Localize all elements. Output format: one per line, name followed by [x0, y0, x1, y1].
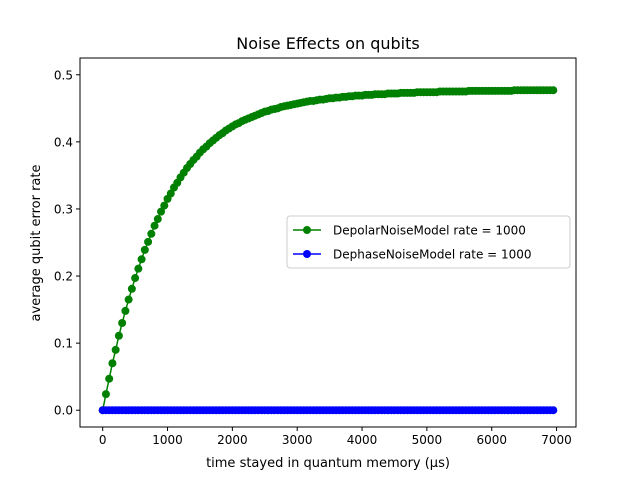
- data-point: [160, 201, 169, 210]
- data-point: [150, 221, 159, 230]
- x-tick-label: 1000: [152, 433, 183, 447]
- data-point: [127, 284, 136, 293]
- data-point: [124, 295, 133, 304]
- y-axis: 0.0 0.1 0.2 0.3 0.4 0.5: [54, 68, 80, 418]
- x-tick-label: 0: [99, 433, 107, 447]
- data-point: [549, 86, 558, 95]
- legend-box: [286, 215, 571, 269]
- axes-frame: [79, 57, 577, 428]
- data-point: [134, 264, 143, 273]
- y-tick-label: 0.1: [54, 337, 73, 351]
- data-point: [166, 189, 175, 198]
- series-1: [98, 86, 558, 415]
- data-point: [108, 359, 117, 368]
- data-point: [111, 345, 120, 354]
- legend-label: DephaseNoiseModel rate = 1000: [333, 248, 532, 262]
- y-axis-label: average qubit error rate: [29, 165, 44, 322]
- x-tick-label: 6000: [476, 433, 507, 447]
- legend: DepolarNoiseModel rate = 1000 DephaseNois…: [286, 215, 571, 269]
- y-tick-label: 0.3: [54, 202, 73, 216]
- legend-marker: [303, 250, 311, 258]
- x-tick-label: 7000: [541, 433, 572, 447]
- x-tick-label: 4000: [347, 433, 378, 447]
- data-point: [118, 319, 127, 328]
- data-point: [131, 274, 140, 283]
- data-point: [144, 237, 153, 246]
- data-point: [147, 229, 156, 238]
- y-tick-label: 0.0: [54, 404, 73, 418]
- data-point: [114, 331, 123, 340]
- data-point: [140, 245, 149, 254]
- x-axis-label: time stayed in quantum memory (μs): [206, 456, 450, 471]
- data-point: [121, 306, 130, 315]
- data-point: [153, 215, 162, 224]
- x-axis: 0 1000 2000 3000 4000 5000 6000 7000: [99, 427, 572, 447]
- x-tick-label: 5000: [412, 433, 443, 447]
- y-tick-label: 0.5: [54, 68, 73, 82]
- y-tick-label: 0.2: [54, 270, 73, 284]
- series-2: [98, 406, 558, 415]
- legend-label: DepolarNoiseModel rate = 1000: [333, 224, 526, 238]
- data-point: [549, 406, 558, 415]
- y-tick-label: 0.4: [54, 135, 73, 149]
- data-point: [101, 390, 110, 399]
- data-point: [157, 207, 166, 216]
- data-point: [137, 255, 146, 264]
- legend-marker: [303, 226, 311, 234]
- series-layer: [98, 86, 558, 415]
- data-point: [105, 374, 114, 383]
- x-tick-label: 2000: [217, 433, 248, 447]
- chart-title: Noise Effects on qubits: [236, 34, 419, 53]
- x-tick-label: 3000: [282, 433, 313, 447]
